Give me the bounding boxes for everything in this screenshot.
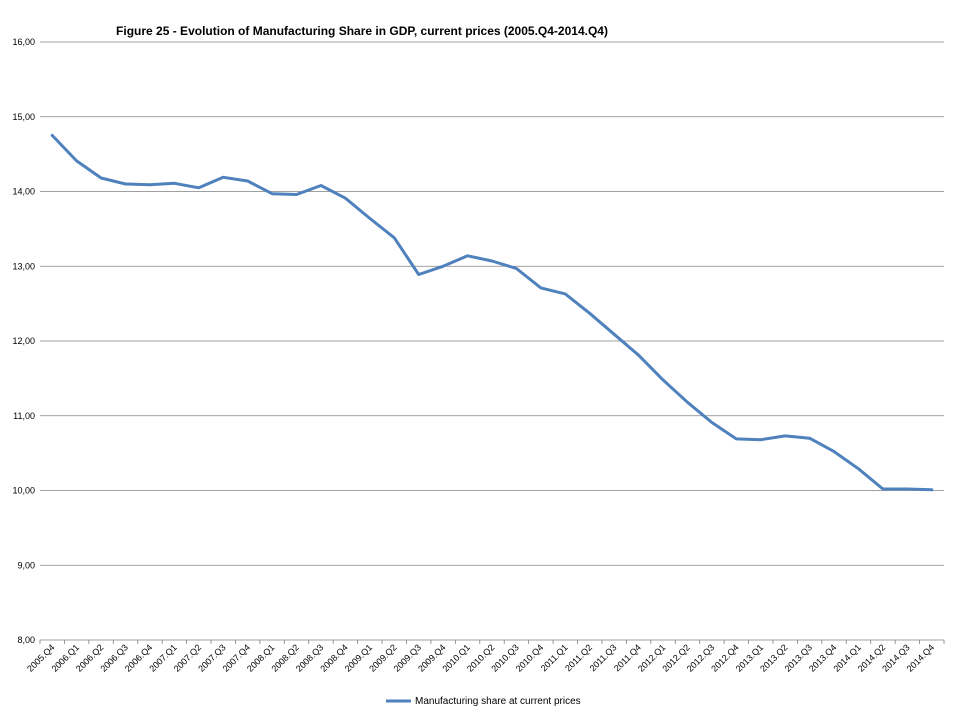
y-tick-label: 15,00 <box>12 112 35 122</box>
data-point <box>661 378 665 382</box>
data-point <box>588 312 591 315</box>
data-point <box>759 438 762 441</box>
data-point <box>295 193 298 196</box>
data-point <box>539 286 543 290</box>
y-tick-label: 12,00 <box>12 336 35 346</box>
series-layer <box>50 133 934 492</box>
chart-title: Figure 25 - Evolution of Manufacturing S… <box>116 24 608 38</box>
data-point <box>319 184 323 187</box>
data-point <box>808 436 811 440</box>
y-tick-label: 10,00 <box>12 486 35 496</box>
y-tick-label: 16,00 <box>12 37 35 47</box>
data-point <box>466 254 469 257</box>
data-point <box>637 354 640 357</box>
data-point <box>173 182 176 185</box>
legend: Manufacturing share at current prices <box>386 696 581 707</box>
data-point <box>270 192 274 195</box>
series-line <box>50 133 934 492</box>
data-point <box>832 450 836 453</box>
data-point <box>75 159 78 163</box>
data-point <box>246 179 249 183</box>
data-point <box>197 186 201 189</box>
data-point <box>344 197 347 200</box>
data-point <box>99 176 103 180</box>
data-point <box>857 467 860 471</box>
data-point <box>564 292 567 296</box>
data-point <box>686 401 689 404</box>
data-point <box>710 421 714 424</box>
y-tick-label: 11,00 <box>13 411 35 421</box>
data-point <box>515 267 518 270</box>
data-point <box>735 437 738 441</box>
data-point <box>393 236 396 240</box>
data-point <box>441 265 445 268</box>
data-point <box>124 182 127 186</box>
y-tick-label: 13,00 <box>12 261 35 271</box>
y-tick-label: 14,00 <box>12 187 35 197</box>
data-point <box>881 487 885 491</box>
data-point <box>222 176 225 179</box>
x-axis-ticks: 2005.Q42006.Q12006.Q22006.Q32006.Q42007.… <box>25 640 945 674</box>
data-point <box>490 259 494 263</box>
data-point <box>930 488 933 491</box>
data-point <box>783 434 787 438</box>
data-point <box>906 487 909 491</box>
y-tick-label: 8,00 <box>17 635 35 645</box>
data-point <box>612 333 616 336</box>
y-tick-label: 9,00 <box>17 560 35 570</box>
data-point <box>368 217 372 220</box>
y-axis-ticks: 8,00 9,00 10,00 11,00 12,00 13,00 14,00 15,00 16… <box>12 37 35 645</box>
data-point <box>51 134 54 137</box>
legend-label: Manufacturing share at current prices <box>415 696 581 707</box>
x-tick-label: 2014.Q4 <box>905 642 936 673</box>
data-point <box>417 273 420 276</box>
gridlines <box>40 41 944 641</box>
data-point <box>148 183 152 186</box>
